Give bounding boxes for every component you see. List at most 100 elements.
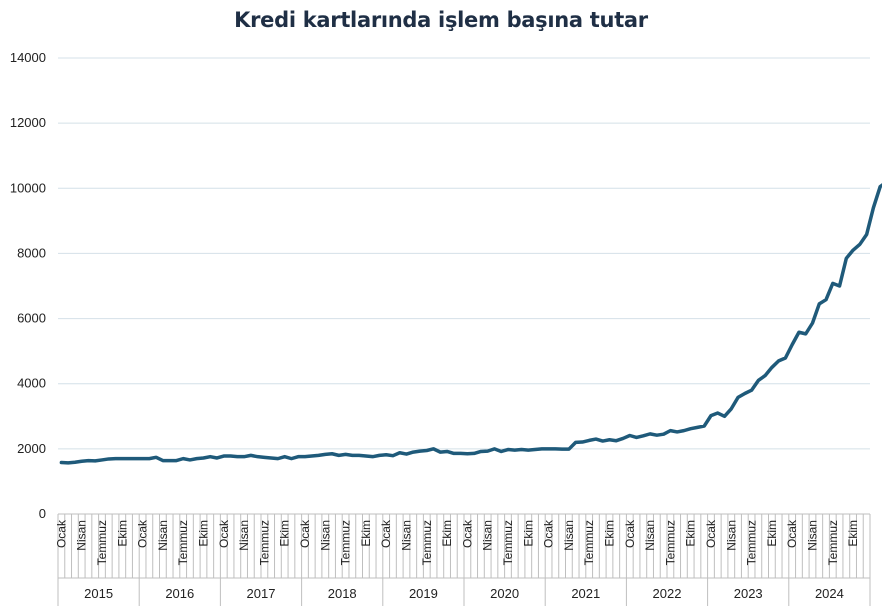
- data-point: [575, 441, 577, 443]
- x-tick-label-year: 2015: [84, 586, 113, 601]
- data-point: [487, 450, 489, 452]
- data-point: [852, 249, 854, 251]
- data-point: [460, 452, 462, 455]
- data-point: [317, 454, 320, 456]
- data-point: [859, 243, 861, 245]
- data-point: [866, 233, 868, 236]
- x-tick-label-month: Ekim: [196, 520, 210, 547]
- data-point: [148, 458, 150, 460]
- data-point: [439, 451, 441, 453]
- data-point: [351, 454, 353, 456]
- data-point: [108, 458, 110, 460]
- y-tick-label: 14000: [10, 50, 46, 65]
- data-point: [250, 454, 252, 456]
- x-tick-label-year: 2023: [734, 586, 763, 601]
- data-point: [710, 415, 712, 417]
- x-tick-label-month: Nisan: [318, 520, 332, 551]
- data-point: [141, 458, 144, 460]
- x-tick-label-year: 2016: [165, 586, 194, 601]
- data-point: [270, 457, 272, 459]
- data-point: [676, 431, 678, 433]
- data-point: [229, 455, 232, 457]
- data-point: [507, 448, 509, 451]
- data-point: [683, 430, 685, 432]
- x-tick-label-month: Ocak: [623, 519, 637, 548]
- y-tick-label: 8000: [17, 245, 46, 260]
- x-tick-label-month: Nisan: [724, 520, 738, 551]
- data-point: [135, 458, 137, 460]
- data-point: [784, 357, 787, 359]
- data-point: [561, 448, 563, 450]
- x-tick-label-month: Ocak: [136, 519, 150, 548]
- data-point: [493, 448, 496, 450]
- x-tick-label-month: Ocak: [54, 519, 68, 548]
- data-point: [588, 439, 590, 441]
- data-point: [872, 207, 874, 209]
- data-point: [541, 448, 543, 450]
- data-point: [182, 458, 184, 460]
- data-point: [771, 366, 773, 369]
- x-tick-label-month: Ekim: [521, 520, 535, 547]
- data-point: [257, 456, 259, 458]
- y-tick-label: 10000: [10, 180, 46, 195]
- data-point: [277, 458, 279, 460]
- data-point: [338, 454, 340, 456]
- data-point: [263, 456, 265, 458]
- data-point: [426, 449, 428, 452]
- data-point: [730, 408, 732, 410]
- data-point: [344, 453, 347, 455]
- data-point: [114, 458, 117, 460]
- x-tick-label-month: Nisan: [156, 520, 170, 551]
- data-point: [412, 451, 414, 453]
- x-tick-label-month: Ekim: [765, 520, 779, 547]
- x-tick-label-month: Ekim: [846, 520, 860, 547]
- data-point: [365, 455, 367, 457]
- data-point: [737, 396, 739, 398]
- x-tick-label-month: Temmuz: [420, 520, 434, 565]
- data-point: [581, 441, 584, 443]
- x-tick-label-month: Temmuz: [95, 520, 109, 565]
- x-tick-label-month: Nisan: [237, 520, 251, 551]
- data-point: [81, 460, 83, 462]
- data-point: [202, 457, 205, 459]
- x-tick-label-year: 2017: [247, 586, 276, 601]
- x-tick-label-month: Ocak: [542, 519, 556, 548]
- data-point: [527, 449, 529, 451]
- data-point: [717, 412, 719, 414]
- data-point: [744, 392, 746, 395]
- data-point: [60, 461, 62, 464]
- data-point: [703, 425, 705, 427]
- data-point: [385, 454, 387, 456]
- data-point: [324, 453, 326, 455]
- x-tick-label-month: Nisan: [805, 520, 819, 551]
- data-point: [514, 449, 516, 451]
- x-tick-label-month: Ekim: [440, 520, 454, 547]
- x-tick-label-year: 2024: [815, 586, 844, 601]
- x-tick-label-month: Temmuz: [501, 520, 515, 565]
- data-point: [811, 322, 814, 324]
- data-point: [405, 453, 408, 455]
- data-point: [757, 379, 759, 382]
- data-point: [87, 459, 90, 462]
- data-point: [635, 436, 638, 439]
- x-tick-label-month: Temmuz: [582, 520, 596, 565]
- x-tick-label-month: Ocak: [785, 519, 799, 548]
- data-point: [243, 456, 245, 458]
- y-tick-label: 2000: [17, 441, 46, 456]
- series-layer: [59, 183, 882, 465]
- data-point: [284, 456, 286, 458]
- data-point: [473, 452, 475, 455]
- data-point: [453, 452, 455, 455]
- data-point: [663, 433, 665, 435]
- y-tick-label: 0: [39, 506, 46, 521]
- x-tick-label-month: Ocak: [217, 519, 231, 548]
- data-point: [547, 448, 550, 450]
- data-point: [175, 459, 178, 462]
- x-tick-label-month: Ekim: [115, 520, 129, 547]
- data-point: [74, 461, 76, 463]
- x-tick-label-month: Temmuz: [257, 520, 271, 565]
- x-tick-label-month: Nisan: [481, 520, 495, 551]
- chart-title: Kredi kartlarında işlem başına tutar: [234, 8, 648, 32]
- data-point: [608, 439, 611, 441]
